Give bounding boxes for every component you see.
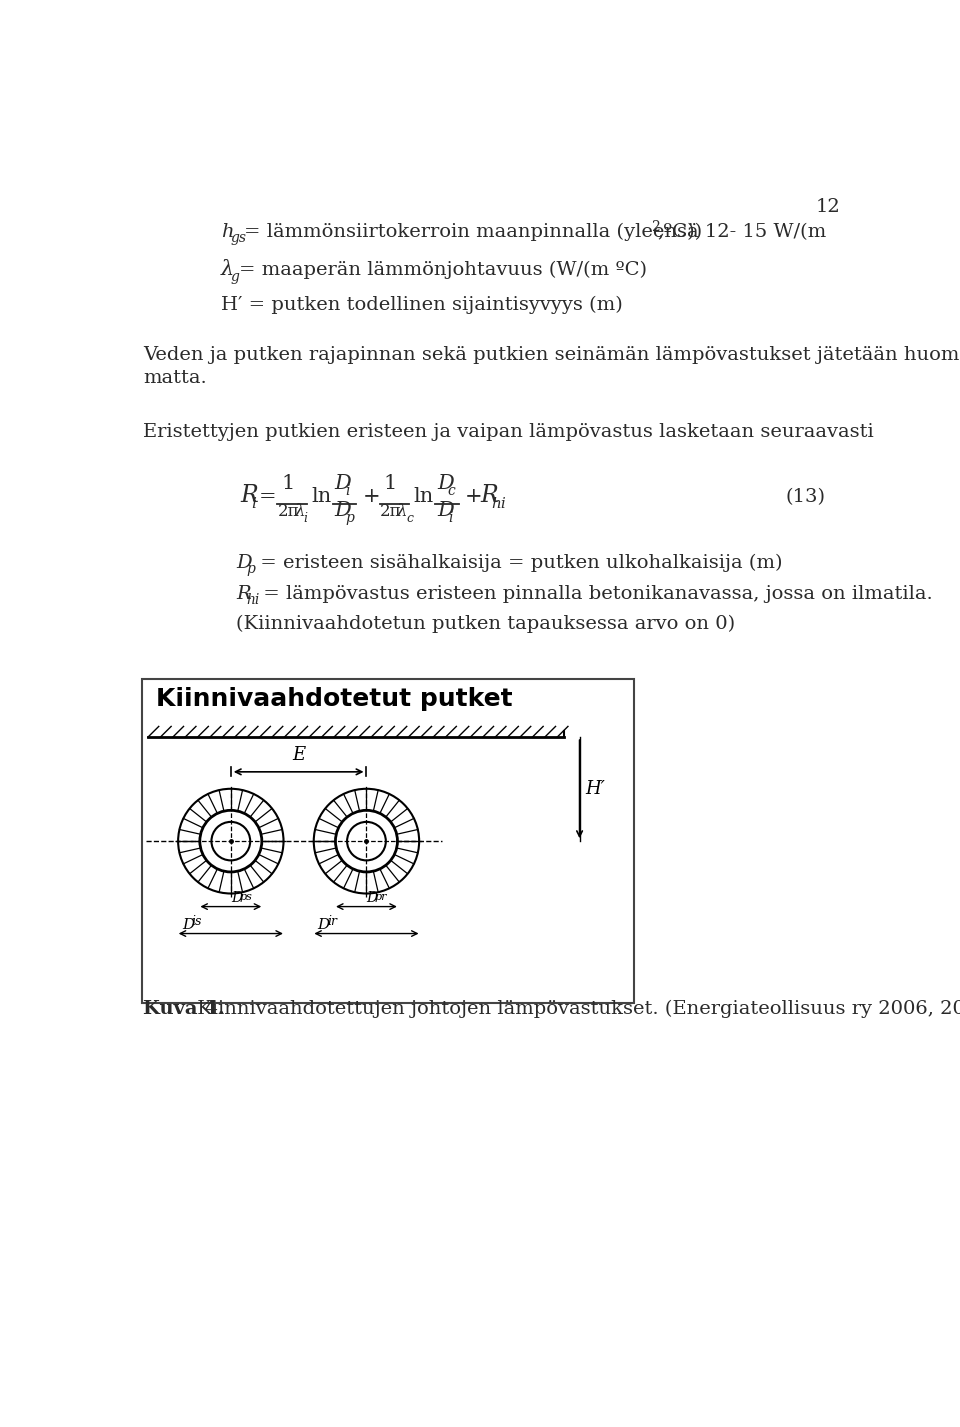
Text: = lämmönsiirtokerroin maanpinnalla (yleensä 12- 15 W/(m: = lämmönsiirtokerroin maanpinnalla (ylee… (244, 223, 827, 241)
Text: E: E (292, 746, 305, 763)
Text: c: c (406, 512, 413, 525)
Text: R: R (480, 484, 498, 508)
Text: Kuva 4.: Kuva 4. (143, 1000, 225, 1019)
Text: D: D (230, 890, 242, 905)
Text: 12: 12 (816, 198, 841, 215)
Text: = maaperän lämmönjohtavuus (W/(m ºC): = maaperän lämmönjohtavuus (W/(m ºC) (239, 261, 647, 280)
Text: Kiinnivaahdotettujen johtojen lämpövastukset. (Energiateollisuus ry 2006, 207): Kiinnivaahdotettujen johtojen lämpövastu… (191, 1000, 960, 1019)
Circle shape (211, 822, 251, 860)
Circle shape (179, 789, 283, 893)
Text: λ: λ (396, 504, 407, 521)
Text: D: D (437, 501, 454, 521)
Text: H′: H′ (586, 781, 606, 798)
Text: g: g (230, 270, 240, 284)
Text: (Kiinnivaahdotetun putken tapauksessa arvo on 0): (Kiinnivaahdotetun putken tapauksessa ar… (236, 615, 735, 634)
Text: ps: ps (239, 892, 252, 902)
Circle shape (335, 811, 397, 872)
Text: = lämpövastus eristeen pinnalla betonikanavassa, jossa on ilmatila.: = lämpövastus eristeen pinnalla betonika… (257, 585, 933, 602)
Text: i: i (303, 512, 307, 525)
Text: i: i (447, 511, 452, 525)
Text: ir: ir (327, 915, 337, 928)
Text: gs: gs (230, 231, 247, 245)
Text: +: + (363, 488, 380, 507)
Text: Eristettyjen putkien eristeen ja vaipan lämpövastus lasketaan seuraavasti: Eristettyjen putkien eristeen ja vaipan … (143, 422, 874, 441)
Text: λ: λ (295, 504, 305, 521)
Text: H′ = putken todellinen sijaintisyvyys (m): H′ = putken todellinen sijaintisyvyys (m… (221, 295, 622, 314)
Text: i: i (346, 484, 350, 498)
Text: 2π: 2π (379, 504, 401, 521)
Text: D: D (318, 918, 330, 932)
Text: h: h (221, 223, 233, 241)
Circle shape (348, 822, 386, 860)
Text: ln: ln (414, 488, 434, 507)
Text: Veden ja putken rajapinnan sekä putkien seinämän lämpövastukset jätetään huomioi: Veden ja putken rajapinnan sekä putkien … (143, 345, 960, 364)
Text: D: D (335, 474, 351, 494)
Text: 2π: 2π (277, 504, 299, 521)
Text: = eristeen sisähalkaisija = putken ulkohalkaisija (m): = eristeen sisähalkaisija = putken ulkoh… (254, 554, 782, 572)
Text: λ: λ (221, 260, 234, 280)
Text: hi: hi (492, 497, 506, 511)
Text: ln: ln (311, 488, 331, 507)
Bar (142, 679, 634, 1003)
Text: +: + (465, 488, 483, 507)
Text: p: p (247, 562, 255, 577)
Text: 1: 1 (384, 474, 397, 494)
Text: D: D (335, 501, 351, 521)
Circle shape (200, 811, 262, 872)
Text: is: is (191, 915, 202, 928)
Text: p: p (346, 511, 354, 525)
Text: 2: 2 (651, 220, 660, 234)
Text: R: R (240, 484, 258, 508)
Text: D: D (236, 554, 252, 572)
Text: (13): (13) (785, 488, 826, 507)
Text: D: D (367, 890, 377, 905)
Text: Kiinnivaahdotetut putket: Kiinnivaahdotetut putket (156, 688, 513, 711)
Text: hi: hi (247, 594, 260, 606)
Text: D: D (437, 474, 454, 494)
Text: c: c (447, 484, 456, 498)
Text: =: = (259, 488, 276, 507)
Text: D: D (182, 918, 194, 932)
Text: pr: pr (375, 892, 388, 902)
Text: matta.: matta. (143, 370, 207, 387)
Text: ,ºC)): ,ºC)) (657, 223, 702, 241)
Text: R: R (236, 585, 251, 602)
Circle shape (314, 789, 420, 893)
Text: 1: 1 (281, 474, 295, 494)
Text: i: i (251, 497, 256, 511)
